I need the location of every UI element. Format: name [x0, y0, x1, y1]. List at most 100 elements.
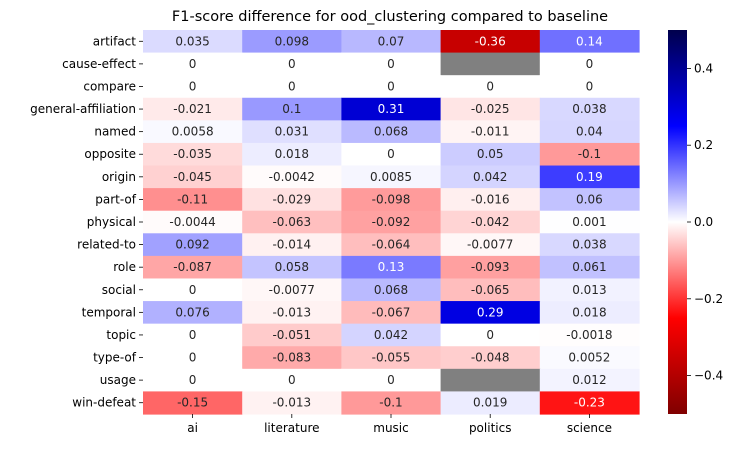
heatmap-cell-opposite-literature	[242, 142, 342, 167]
heatmap-cell-compare-ai	[143, 75, 243, 99]
cell-value-label: 0.04	[576, 125, 603, 139]
cell-value-label: -0.1	[379, 396, 402, 410]
row-label-artifact: artifact	[93, 34, 137, 48]
heatmap-cell-compare-politics	[440, 75, 541, 99]
heatmap-cell-win-defeat-ai	[143, 391, 243, 415]
row-labels: artifact cause-effect compare general-affil…	[30, 34, 143, 410]
heatmap-cell-general-affiliation-politics	[440, 97, 541, 121]
heatmap-cell-opposite-music	[341, 142, 442, 167]
column-labels: ai literature music politics science	[187, 414, 612, 435]
heatmap-cell-topic-ai	[143, 323, 243, 347]
heatmap-cell-usage-politics	[440, 368, 541, 393]
heatmap-cell-temporal-literature	[242, 301, 342, 325]
cell-value-label: -0.013	[272, 305, 311, 319]
heatmap-cell-named-literature	[242, 120, 342, 144]
cell-value-label: -0.025	[471, 102, 510, 116]
cell-value-label: 0.001	[572, 215, 606, 229]
cell-value-label: 0	[387, 57, 395, 71]
cell-value-label: 0.042	[374, 328, 408, 342]
heatmap-cell-opposite-science	[539, 142, 640, 167]
row-label-type-of: type-of	[93, 351, 137, 365]
cell-value-label: 0	[288, 57, 296, 71]
colorbar: −0.4 −0.2 0.0 0.2 0.4	[668, 30, 723, 414]
cell-value-label: -0.0042	[269, 170, 315, 184]
column-label-politics: politics	[469, 421, 512, 435]
cell-value-label: 0	[288, 79, 296, 93]
cell-value-label: 0.018	[572, 305, 606, 319]
cell-value-label: 0.068	[374, 125, 408, 139]
heatmap-cell-general-affiliation-science	[539, 97, 640, 121]
cell-value-label: 0.05	[477, 147, 504, 161]
cell-value-label: -0.064	[372, 238, 411, 252]
cell-value-label: 0.098	[275, 34, 309, 48]
cell-value-label: 0.092	[175, 238, 209, 252]
cell-value-label: 0.012	[572, 373, 606, 387]
row-label-social: social	[102, 283, 136, 297]
cell-value-label: -0.021	[173, 102, 212, 116]
heatmap-cell-role-politics	[440, 255, 541, 280]
cell-value-label: 0.1	[282, 102, 301, 116]
heatmap-cell-type-of-science	[539, 346, 640, 370]
row-label-compare: compare	[83, 79, 136, 93]
heatmap-cell-general-affiliation-music	[341, 97, 442, 121]
heatmap-cell-related-to-science	[539, 233, 640, 257]
heatmap-cell-role-literature	[242, 255, 342, 280]
cell-value-label: 0.019	[473, 396, 507, 410]
row-label-usage: usage	[100, 373, 136, 387]
cell-value-label: -0.0044	[169, 215, 215, 229]
heatmap-cell-topic-music	[341, 323, 442, 347]
heatmap-cell-social-music	[341, 278, 442, 302]
row-label-physical: physical	[87, 215, 136, 229]
heatmap-cell-social-literature	[242, 278, 342, 302]
colorbar-tick-label: 0.2	[694, 138, 713, 152]
cell-value-label: -0.15	[177, 396, 208, 410]
cell-value-label: -0.035	[173, 147, 212, 161]
heatmap-cells: 0.035 0.098 0.07 -0.36 0.14 0 0 0 0 0 0 0 0 0 -0.021 0.…	[143, 30, 640, 415]
heatmap-cell-role-music	[341, 255, 442, 280]
heatmap-cell-physical-music	[341, 210, 442, 234]
cell-value-label: 0	[486, 79, 494, 93]
heatmap-cell-role-science	[539, 255, 640, 280]
cell-value-label: -0.055	[372, 351, 411, 365]
cell-value-label: 0	[486, 328, 494, 342]
heatmap-cell-cause-effect-music	[341, 52, 442, 76]
heatmap-cell-named-ai	[143, 120, 243, 144]
row-label-named: named	[94, 125, 136, 139]
row-label-general-affiliation: general-affiliation	[30, 102, 136, 116]
heatmap-cell-cause-effect-literature	[242, 52, 342, 76]
cell-value-label: 0.13	[378, 260, 405, 274]
cell-value-label: 0.035	[175, 34, 209, 48]
heatmap-cell-compare-music	[341, 75, 442, 99]
heatmap-cell-origin-science	[539, 165, 640, 189]
cell-value-label: 0	[586, 79, 594, 93]
heatmap-cell-usage-literature	[242, 368, 342, 393]
cell-value-label: -0.093	[471, 260, 510, 274]
cell-value-label: -0.0018	[566, 328, 612, 342]
heatmap-cell-temporal-ai	[143, 301, 243, 325]
cell-value-label: -0.36	[475, 34, 506, 48]
heatmap-cell-physical-literature	[242, 210, 342, 234]
cell-value-label: 0.013	[572, 283, 606, 297]
heatmap-cell-topic-literature	[242, 323, 342, 347]
heatmap-cell-topic-science	[539, 323, 640, 347]
heatmap-cell-opposite-politics	[440, 142, 541, 167]
cell-value-label: 0	[387, 373, 395, 387]
cell-value-label: -0.0077	[467, 238, 513, 252]
colorbar-gradient	[668, 30, 687, 414]
cell-value-label: -0.083	[272, 351, 311, 365]
cell-value-label: -0.11	[177, 192, 208, 206]
heatmap-cell-win-defeat-science	[539, 391, 640, 415]
row-label-related-to: related-to	[77, 238, 136, 252]
cell-value-label: 0.018	[275, 147, 309, 161]
heatmap-cell-part-of-music	[341, 188, 442, 212]
heatmap-cell-named-science	[539, 120, 640, 144]
cell-value-label: -0.016	[471, 192, 510, 206]
column-label-ai: ai	[187, 421, 198, 435]
heatmap-cell-general-affiliation-ai	[143, 97, 243, 121]
cell-value-label: 0.038	[572, 102, 606, 116]
heatmap-cell-part-of-politics	[440, 188, 541, 212]
cell-value-label: 0.31	[378, 102, 405, 116]
heatmap-cell-win-defeat-literature	[242, 391, 342, 415]
cell-value-label: 0.061	[572, 260, 606, 274]
cell-value-label: -0.014	[272, 238, 311, 252]
